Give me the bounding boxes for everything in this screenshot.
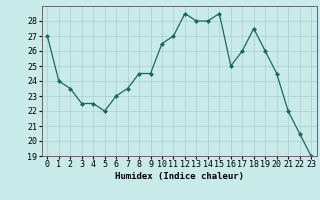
X-axis label: Humidex (Indice chaleur): Humidex (Indice chaleur) [115, 172, 244, 181]
